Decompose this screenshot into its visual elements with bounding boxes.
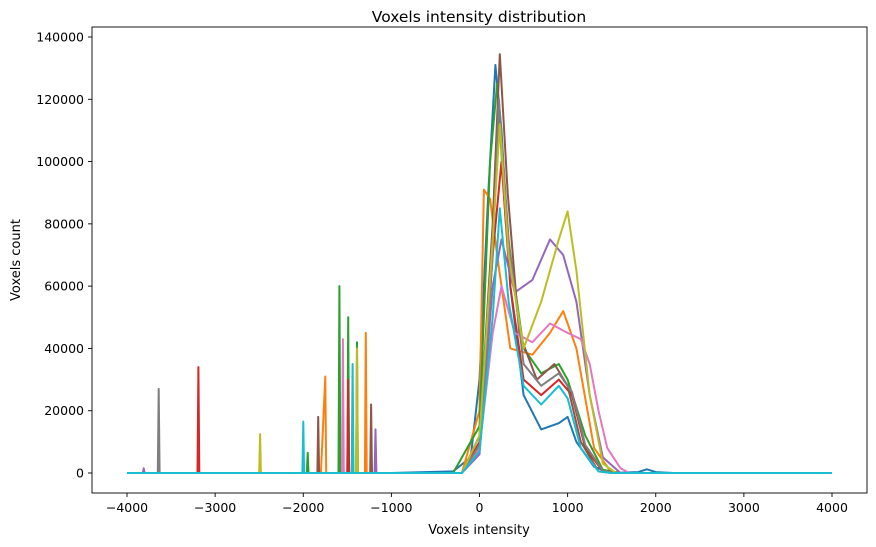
y-tick-label: 0: [76, 466, 84, 481]
x-tick-label: 3000: [728, 500, 760, 515]
x-tick-label: 4000: [816, 500, 848, 515]
y-tick-label: 40000: [44, 341, 84, 356]
y-tick-label: 80000: [44, 216, 84, 231]
series-line-7: [127, 98, 832, 474]
x-tick-label: −3000: [194, 500, 236, 515]
x-axis-label: Voxels intensity: [428, 523, 530, 538]
y-tick-label: 140000: [36, 30, 84, 45]
series-line-9: [127, 207, 832, 474]
y-tick-label: 100000: [36, 154, 84, 169]
y-tick-label: 60000: [44, 279, 84, 294]
x-tick-label: 2000: [640, 500, 672, 515]
chart-title: Voxels intensity distribution: [372, 8, 586, 26]
x-axis: −4000 −3000 −2000 −1000 0 1000 2000 3000 4000: [106, 493, 848, 515]
y-tick-label: 20000: [44, 403, 84, 418]
x-tick-label: −2000: [282, 500, 324, 515]
series-layer: [127, 53, 832, 474]
x-tick-label: −4000: [106, 500, 148, 515]
y-axis-label: Voxels count: [9, 219, 24, 301]
x-tick-label: 0: [476, 500, 484, 515]
y-tick-label: 120000: [36, 92, 84, 107]
x-tick-label: −1000: [370, 500, 412, 515]
y-axis: 0 20000 40000 60000 80000 100000 120000 140000: [36, 30, 92, 481]
x-tick-label: 1000: [552, 500, 584, 515]
